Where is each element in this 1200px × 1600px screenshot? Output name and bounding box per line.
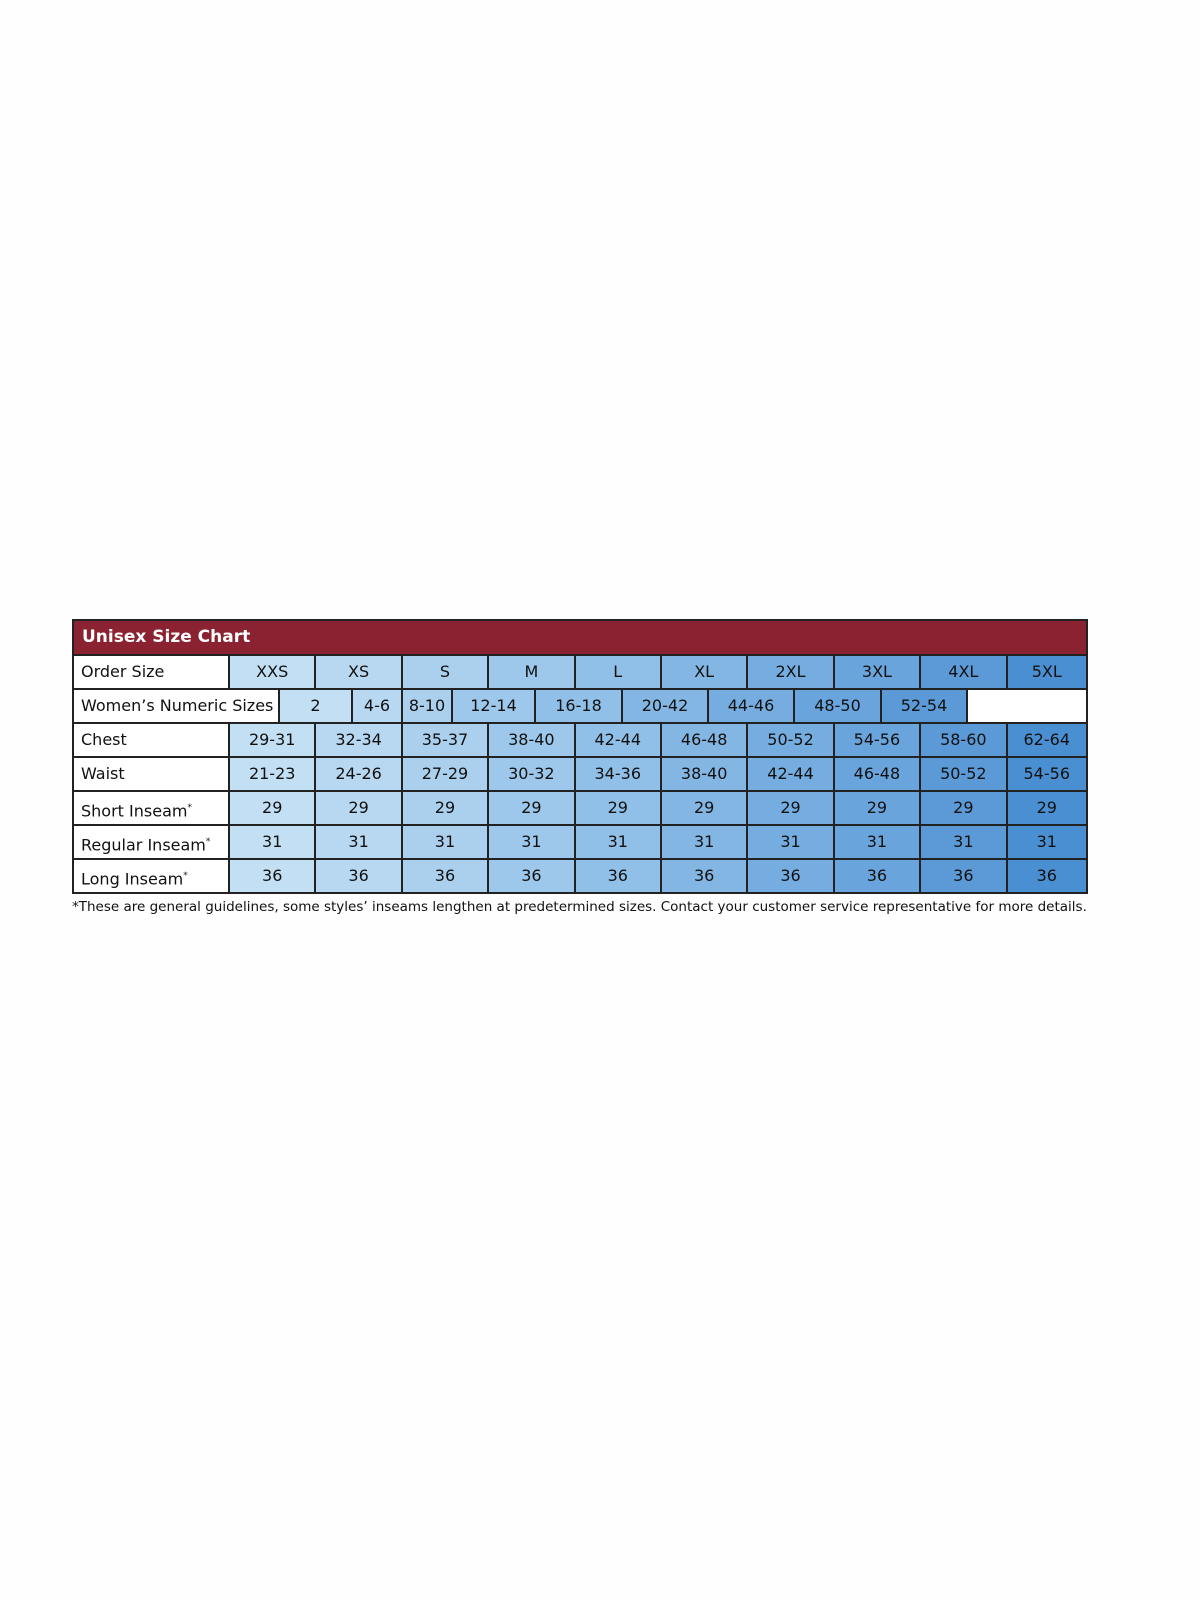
asterisk: *	[205, 837, 211, 847]
size-cell: XS	[314, 656, 401, 688]
row-label-text: Regular Inseam	[81, 835, 206, 855]
measurement-row: Chest 29-31 32-34 35-37 38-40 42-44 46-48 50-52…	[74, 724, 1086, 758]
measurement-row: Waist 21-23 24-26 27-29 30-32 34-36 38-40 42-44…	[74, 758, 1086, 792]
row-label-text: Order Size	[81, 662, 165, 681]
size-cell: 29-31	[228, 724, 315, 756]
size-cell: 8-10	[401, 690, 451, 722]
asterisk: *	[183, 871, 188, 881]
size-cell: 29	[1005, 792, 1086, 824]
size-cell: 36	[573, 860, 660, 892]
size-cell: 31	[228, 826, 315, 858]
size-cell: 36	[1005, 860, 1086, 892]
size-cell: 4XL	[919, 656, 1006, 688]
size-cell: XXS	[228, 656, 315, 688]
size-cell: 2XL	[746, 656, 833, 688]
measurement-row: Short Inseam* 29 29 29 29 29 29 29 29 29 29	[74, 792, 1086, 826]
size-cell: 38-40	[659, 758, 747, 790]
size-cell: 36	[919, 860, 1006, 892]
row-label-text: Long Inseam	[81, 869, 184, 889]
size-cell: 36	[314, 860, 401, 892]
size-cell: 31	[746, 826, 833, 858]
size-cell: 58-60	[919, 724, 1006, 756]
size-cell: 3XL	[832, 656, 920, 688]
measurement-row: Regular Inseam* 31 31 31 31 31 31 31 31 31 31	[74, 826, 1086, 860]
size-cell: 36	[487, 860, 574, 892]
size-cell: 29	[487, 792, 574, 824]
size-cell: 2	[278, 690, 351, 722]
size-cell: 29	[746, 792, 833, 824]
size-cell: S	[400, 656, 488, 688]
size-cell: 38-40	[487, 724, 574, 756]
size-cell: 44-46	[707, 690, 793, 722]
size-cell: 31	[659, 826, 747, 858]
row-label: Chest	[74, 724, 228, 756]
size-cell: 20-42	[621, 690, 707, 722]
size-cell: 29	[832, 792, 920, 824]
size-cell: 36	[659, 860, 747, 892]
size-chart: Unisex Size Chart Order Size XXS XS S M L XL 2X…	[72, 619, 1088, 894]
size-cell: 24-26	[314, 758, 401, 790]
size-cell: 31	[400, 826, 488, 858]
size-cell: 29	[659, 792, 747, 824]
size-cell: 4-6	[351, 690, 401, 722]
size-cell: 32-34	[314, 724, 401, 756]
footnote: *These are general guidelines, some styl…	[72, 899, 1087, 915]
row-label: Long Inseam*	[74, 860, 228, 892]
size-cell: 29	[228, 792, 315, 824]
size-cell: 31	[573, 826, 660, 858]
row-label-text: Women’s Numeric Sizes	[81, 696, 274, 715]
chart-title: Unisex Size Chart	[74, 621, 1086, 656]
row-label: Order Size	[74, 656, 228, 688]
size-cell: 34-36	[573, 758, 660, 790]
size-cell: 36	[400, 860, 488, 892]
size-cell: 54-56	[832, 724, 920, 756]
order-size-row: Order Size XXS XS S M L XL 2XL 3XL 4XL 5XL	[74, 656, 1086, 690]
asterisk: *	[187, 803, 192, 813]
row-label-text: Waist	[81, 764, 125, 783]
measurement-row: Long Inseam* 36 36 36 36 36 36 36 36 36 36	[74, 860, 1086, 892]
size-cell: 35-37	[400, 724, 488, 756]
size-cell: 31	[314, 826, 401, 858]
size-cell: 21-23	[228, 758, 315, 790]
size-cell: 31	[832, 826, 920, 858]
size-cell: 29	[919, 792, 1006, 824]
size-cell: 36	[228, 860, 315, 892]
size-cell: 30-32	[487, 758, 574, 790]
size-cell	[966, 690, 1086, 722]
womens-sizes-row: Women’s Numeric Sizes 2 4-6 8-10 12-14 16-18 2…	[74, 690, 1086, 724]
row-label-text: Chest	[81, 730, 127, 749]
size-cell: 29	[400, 792, 488, 824]
size-cell: 50-52	[746, 724, 833, 756]
size-cell: 50-52	[919, 758, 1006, 790]
size-cell: 29	[314, 792, 401, 824]
size-cell: 16-18	[534, 690, 621, 722]
row-label: Women’s Numeric Sizes	[74, 690, 278, 722]
size-cell: 5XL	[1005, 656, 1086, 688]
size-cell: 46-48	[832, 758, 920, 790]
size-cell: 27-29	[400, 758, 488, 790]
row-label-text: Short Inseam	[81, 801, 188, 821]
size-cell: 52-54	[880, 690, 966, 722]
size-cell: 42-44	[746, 758, 833, 790]
size-cell: 31	[919, 826, 1006, 858]
size-cell: 42-44	[573, 724, 660, 756]
row-label: Short Inseam*	[74, 792, 228, 824]
size-cell: 31	[487, 826, 574, 858]
size-cell: 36	[746, 860, 833, 892]
size-cell: 62-64	[1005, 724, 1086, 756]
size-cell: M	[487, 656, 574, 688]
size-cell: 54-56	[1005, 758, 1086, 790]
size-cell: 48-50	[793, 690, 880, 722]
size-cell: L	[573, 656, 660, 688]
size-cell: 12-14	[451, 690, 534, 722]
size-cell: 29	[573, 792, 660, 824]
size-cell: XL	[659, 656, 747, 688]
size-cell: 46-48	[659, 724, 747, 756]
row-label: Regular Inseam*	[74, 826, 228, 858]
row-label: Waist	[74, 758, 228, 790]
size-cell: 36	[832, 860, 920, 892]
size-cell: 31	[1005, 826, 1086, 858]
